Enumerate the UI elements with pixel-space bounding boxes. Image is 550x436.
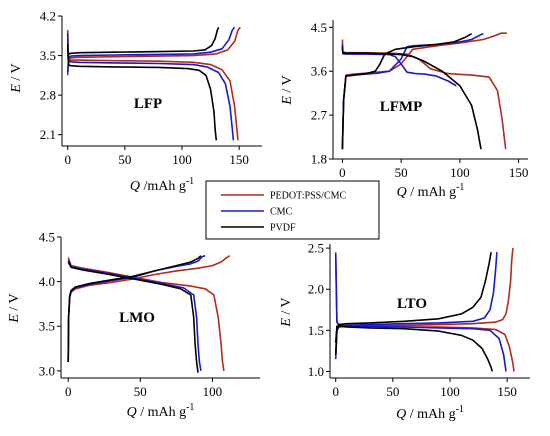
y-axis-title: E / V	[7, 293, 22, 323]
legend: PEDOT:PSS/CMC CMC PVDF	[205, 180, 380, 240]
series-line-pvdf-discharge	[341, 46, 482, 150]
x-tick-label: 150	[509, 165, 529, 180]
x-axis-title: Q / mAh g-1	[127, 402, 195, 420]
chart-panel-lfmp: 0 50 100 150 1.8 2.7 3.6 4.5 E / V Q / mAh g-1 LFM…	[280, 20, 528, 200]
y-axis-title: E / V	[9, 63, 24, 93]
x-tick-label: 150	[497, 384, 517, 399]
series-line-pvdf-discharge	[66, 44, 218, 141]
chart-panel-lfp: 0 50 100 150 2.1 2.8 3.5 4.2 E / V Q /mAh g-1 LFP	[9, 9, 262, 194]
y-axis-title-unit: / V	[279, 297, 294, 318]
y-axis-title-symbol: E	[7, 314, 22, 324]
x-tick-label: 100	[172, 152, 192, 167]
x-tick-label: 50	[386, 384, 399, 399]
x-axis-title-superscript: -1	[456, 182, 464, 193]
y-axis-title-symbol: E	[280, 96, 295, 106]
series-line-cmc-discharge	[66, 32, 235, 141]
legend-label: PEDOT:PSS/CMC	[270, 191, 347, 202]
series-line-pvdf-discharge	[334, 325, 494, 372]
panel-label: LTO	[397, 296, 427, 312]
y-tick-label: 3.6	[311, 64, 328, 79]
panel-label: LFP	[134, 96, 162, 112]
y-tick-label: 4.2	[40, 9, 56, 24]
x-axis-title: Q / mAh g-1	[396, 404, 464, 422]
series-line-cmc-discharge	[67, 259, 202, 372]
x-tick-label: 0	[332, 384, 339, 399]
legend-box	[205, 180, 380, 240]
x-tick-label: 100	[440, 384, 460, 399]
x-axis-title-unit: / mAh g	[406, 407, 455, 422]
y-tick-label: 4.0	[39, 274, 55, 289]
series-line-pedot-pss-cmc-charge	[341, 32, 507, 150]
x-axis-title-superscript: -1	[456, 404, 464, 415]
y-axis-title-symbol: E	[9, 84, 24, 94]
y-tick-label: 1.8	[311, 152, 327, 167]
y-tick-label: 2.8	[40, 88, 56, 103]
series-line-pvdf-discharge	[67, 261, 199, 373]
series-line-cmc-discharge	[341, 44, 457, 87]
series-line-pedot-pss-cmc-discharge	[67, 257, 225, 372]
series-line-cmc-discharge	[334, 253, 507, 372]
y-tick-label: 2.7	[311, 108, 328, 123]
x-axis-title-symbol: Q	[127, 405, 137, 420]
x-axis-title: Q / mAh g-1	[397, 182, 465, 200]
series-line-cmc-charge	[66, 26, 236, 73]
y-tick-label: 3.5	[39, 319, 55, 334]
chart-panel-lto: 0 50 100 150 1.0 1.5 2.0 2.5 E / V Q / mAh g-1 LTO	[279, 241, 530, 422]
x-axis-title-unit: /mAh g	[140, 179, 186, 194]
y-axis-title-unit: / V	[7, 293, 22, 314]
y-axis-title: E / V	[280, 75, 295, 105]
y-tick-label: 4.5	[311, 20, 327, 35]
x-tick-label: 0	[339, 165, 346, 180]
y-tick-label: 2.1	[40, 127, 56, 142]
y-axis-title-unit: / V	[280, 75, 295, 96]
x-tick-label: 100	[203, 384, 223, 399]
series-line-cmc-charge	[341, 32, 484, 150]
x-axis-title-symbol: Q	[396, 407, 406, 422]
y-tick-label: 4.5	[39, 230, 55, 245]
x-tick-label: 50	[134, 384, 147, 399]
y-axis-title-unit: / V	[9, 63, 24, 84]
legend-label: CMC	[270, 207, 293, 218]
y-tick-label: 3.0	[39, 363, 55, 378]
series-line-pvdf-charge	[341, 33, 472, 150]
x-tick-label: 150	[229, 152, 249, 167]
x-axis-title-symbol: Q	[130, 179, 140, 194]
y-tick-label: 1.5	[308, 323, 324, 338]
series-line-pedot-pss-cmc-discharge	[341, 39, 507, 150]
x-tick-label: 50	[118, 152, 131, 167]
x-axis-title-superscript: -1	[186, 176, 194, 187]
y-tick-label: 2.5	[308, 241, 324, 256]
y-tick-label: 1.0	[308, 364, 324, 379]
series-line-pedot-pss-cmc-discharge	[66, 30, 239, 141]
series-line-pvdf-charge	[67, 255, 202, 362]
chart-panel-lmo: 0 50 100 3.0 3.5 4.0 4.5 E / V Q / mAh g-1 LMO	[7, 230, 260, 420]
series-line-pvdf-charge	[334, 252, 492, 356]
x-axis-title-symbol: Q	[397, 185, 407, 200]
y-tick-label: 2.0	[308, 282, 324, 297]
series-line-pvdf-charge	[66, 26, 220, 55]
x-axis-title-unit: / mAh g	[407, 185, 456, 200]
x-axis-title-superscript: -1	[186, 402, 194, 413]
panel-label: LMO	[119, 310, 155, 326]
y-tick-label: 3.5	[40, 48, 56, 63]
x-tick-label: 50	[395, 165, 408, 180]
panel-label: LFMP	[380, 99, 423, 115]
y-axis-title: E / V	[279, 297, 294, 327]
x-axis-title: Q /mAh g-1	[130, 176, 194, 194]
legend-label: PVDF	[270, 223, 296, 234]
x-tick-label: 100	[450, 165, 470, 180]
x-axis-title-unit: / mAh g	[137, 405, 186, 420]
x-tick-label: 0	[64, 152, 71, 167]
x-tick-label: 0	[65, 384, 72, 399]
y-axis-title-symbol: E	[279, 318, 294, 328]
